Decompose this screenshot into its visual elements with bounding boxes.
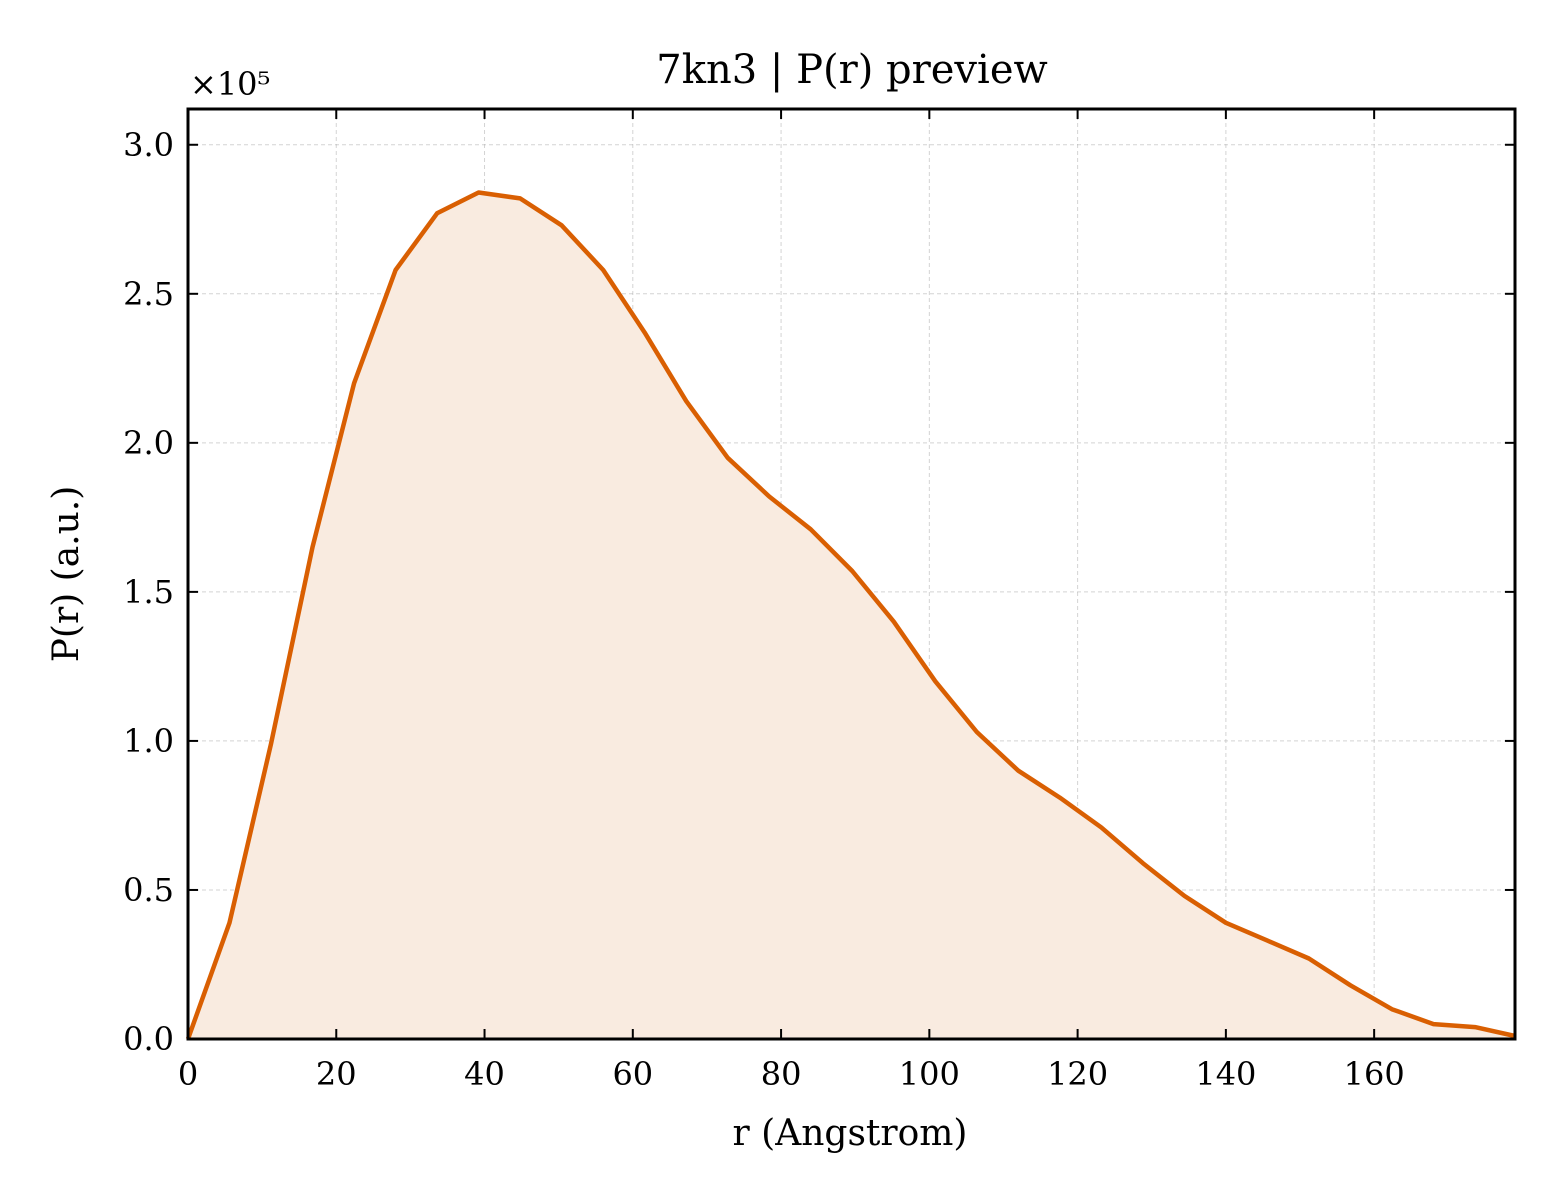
- data-point: [1265, 938, 1269, 942]
- data-point: [476, 190, 480, 194]
- y-tick-label: 1.5: [123, 573, 174, 611]
- data-point: [186, 1037, 190, 1041]
- plot-frame: [186, 107, 1517, 1041]
- x-axis-label: r (Angstrom): [733, 1113, 968, 1154]
- y-tick-label: 2.5: [123, 275, 174, 313]
- x-tick-label: 120: [1047, 1055, 1108, 1093]
- x-tick-label: 160: [1344, 1055, 1405, 1093]
- data-point: [1513, 1034, 1517, 1038]
- data-point: [933, 679, 937, 683]
- chart-title: 7kn3 | P(r) preview: [656, 47, 1047, 93]
- y-tick-label: 3.0: [123, 126, 174, 164]
- data-point: [269, 742, 273, 746]
- data-point: [518, 196, 522, 200]
- x-tick-label: 80: [761, 1055, 802, 1093]
- data-point: [1348, 983, 1352, 987]
- y-offset-label: ×10⁵: [190, 65, 270, 103]
- data-point: [684, 399, 688, 403]
- data-point: [1182, 894, 1186, 898]
- data-point: [767, 494, 771, 498]
- x-axis-ticks: 0 20 40 60 80 100 120 140 160: [178, 109, 1405, 1093]
- y-axis-ticks: 0.0 0.5 1.0 1.5 2.0 2.5 3.0: [123, 126, 1515, 1058]
- data-point: [1431, 1022, 1435, 1026]
- x-tick-label: 60: [612, 1055, 653, 1093]
- data-point: [642, 330, 646, 334]
- data-point: [892, 619, 896, 623]
- data-point: [1224, 921, 1228, 925]
- data-point: [1141, 861, 1145, 865]
- data-point: [601, 268, 605, 272]
- y-tick-label: 0.5: [123, 871, 174, 909]
- data-point: [352, 381, 356, 385]
- data-point: [1058, 795, 1062, 799]
- x-tick-label: 20: [316, 1055, 357, 1093]
- data-point: [310, 545, 314, 549]
- data-point: [1016, 769, 1020, 773]
- data-point: [1390, 1007, 1394, 1011]
- data-point: [809, 527, 813, 531]
- data-point: [1473, 1025, 1477, 1029]
- x-tick-label: 40: [464, 1055, 505, 1093]
- data-point: [1099, 825, 1103, 829]
- data-point: [850, 569, 854, 573]
- y-axis-label: P(r) (a.u.): [46, 486, 87, 663]
- data-point: [975, 730, 979, 734]
- x-tick-label: 100: [899, 1055, 960, 1093]
- y-tick-label: 0.0: [123, 1020, 174, 1058]
- data-point: [559, 223, 563, 227]
- y-tick-label: 1.0: [123, 722, 174, 760]
- data-point: [435, 211, 439, 215]
- data-point: [393, 268, 397, 272]
- area-fill: [188, 192, 1515, 1039]
- series-line: [185, 190, 1516, 1040]
- data-point: [725, 456, 729, 460]
- x-tick-label: 140: [1195, 1055, 1256, 1093]
- x-tick-label: 0: [178, 1055, 198, 1093]
- data-point: [227, 921, 231, 925]
- data-point: [1307, 956, 1311, 960]
- y-tick-label: 2.0: [123, 424, 174, 462]
